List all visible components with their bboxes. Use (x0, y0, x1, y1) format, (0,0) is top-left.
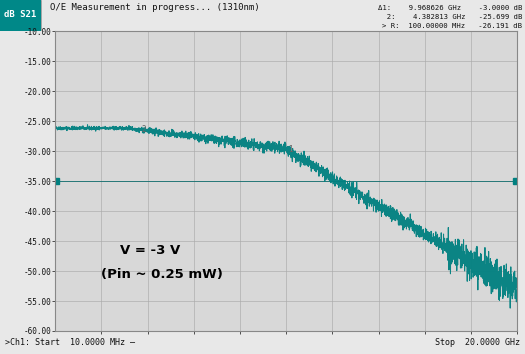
Text: O/E Measurement in progress... (1310nm): O/E Measurement in progress... (1310nm) (50, 3, 259, 12)
Text: 2:    4.382813 GHz   -25.699 dB: 2: 4.382813 GHz -25.699 dB (378, 14, 522, 20)
Text: dB S21: dB S21 (4, 10, 37, 18)
Text: V = -3 V: V = -3 V (120, 244, 180, 257)
Text: (Pin ~ 0.25 mW): (Pin ~ 0.25 mW) (101, 268, 223, 280)
Text: > R:  100.00000 MHz   -26.191 dB: > R: 100.00000 MHz -26.191 dB (382, 23, 522, 29)
Text: >Ch1: Start  10.0000 MHz —: >Ch1: Start 10.0000 MHz — (5, 338, 135, 347)
Text: Δ1:    9.968626 GHz    -3.0000 dB: Δ1: 9.968626 GHz -3.0000 dB (378, 5, 522, 11)
Bar (0, 0, 41, 31)
Text: 1: 1 (288, 145, 293, 154)
Text: 2: 2 (142, 126, 146, 135)
Text: Stop  20.0000 GHz: Stop 20.0000 GHz (435, 338, 520, 347)
